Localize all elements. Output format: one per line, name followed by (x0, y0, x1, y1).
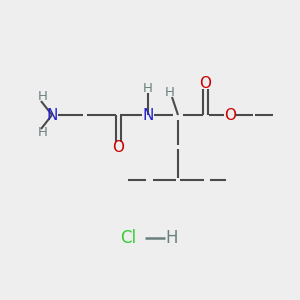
Text: H: H (165, 86, 175, 100)
Text: H: H (38, 127, 48, 140)
Text: N: N (142, 107, 154, 122)
Text: O: O (224, 107, 236, 122)
Text: H: H (38, 91, 48, 103)
Text: N: N (46, 107, 58, 122)
Text: O: O (112, 140, 124, 155)
Text: H: H (166, 229, 178, 247)
Text: H: H (143, 82, 153, 95)
Text: Cl: Cl (120, 229, 136, 247)
Text: O: O (199, 76, 211, 91)
